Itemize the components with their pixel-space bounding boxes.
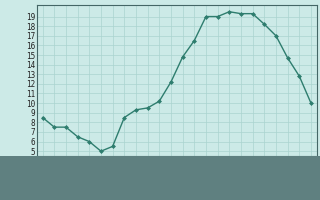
X-axis label: Humidex (Indice chaleur): Humidex (Indice chaleur)	[102, 171, 252, 181]
